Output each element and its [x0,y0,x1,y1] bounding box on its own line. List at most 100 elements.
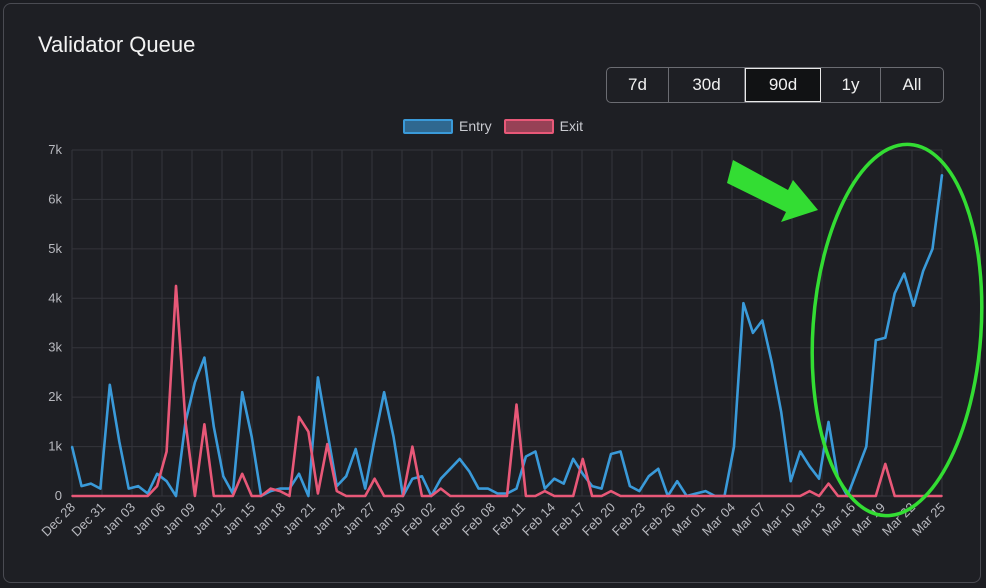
data-point-entry [165,480,168,483]
y-tick-label: 5k [48,241,62,256]
y-tick-label: 4k [48,290,62,305]
data-point-entry [912,304,915,307]
data-point-exit [231,495,234,497]
data-point-exit [742,495,745,497]
data-point-exit [865,495,868,497]
data-point-entry [222,475,225,478]
data-point-exit [704,495,707,497]
data-point-exit [657,495,660,497]
data-point-entry [903,272,906,275]
data-point-entry [818,477,820,480]
data-point-exit [307,430,310,433]
green-arrow-icon [727,160,818,222]
data-point-exit [619,495,622,497]
data-point-exit [279,490,281,492]
data-point-entry [543,487,546,490]
data-point-entry [562,482,565,485]
y-tick-label: 2k [48,389,62,404]
legend-item-exit[interactable]: Exit [503,118,584,134]
range-button-1y[interactable]: 1y [821,68,881,102]
data-point-entry [118,440,121,443]
x-tick-label: Jan 06 [130,500,168,538]
data-point-exit [695,495,698,497]
data-point-exit [316,492,319,495]
data-point-entry [600,487,603,490]
data-point-exit [761,495,764,497]
data-point-exit [629,495,631,497]
range-button-30d[interactable]: 30d [669,68,745,102]
x-tick-label: Jan 09 [160,500,198,538]
data-point-exit [335,490,338,492]
data-point-exit [80,495,83,497]
data-point-exit [723,495,726,497]
data-point-exit [345,495,348,497]
data-point-entry [591,485,594,488]
range-button-all[interactable]: All [902,75,922,94]
data-point-exit [874,495,877,497]
data-point-entry [175,495,177,497]
data-point-entry [534,450,537,453]
legend-item-entry[interactable]: Entry [402,118,492,134]
data-point-entry [629,485,631,488]
data-point-exit [184,420,187,423]
data-point-entry [865,445,868,448]
data-point-entry [610,453,612,455]
data-point-entry [742,302,745,305]
data-point-entry [449,467,452,470]
x-tick-label: Jan 18 [250,500,288,538]
data-point-exit [714,495,716,497]
data-point-entry [279,487,281,490]
data-point-entry [127,487,130,490]
data-point-exit [439,487,442,490]
data-point-exit [808,490,811,492]
data-point-exit [525,495,527,497]
range-button-7d[interactable]: 7d [607,68,669,102]
data-point-entry [704,490,707,492]
data-point-exit [941,495,943,497]
legend-label-exit: Exit [559,118,584,134]
data-point-exit [392,495,395,497]
data-point-entry [354,448,357,450]
data-point-entry [874,339,877,342]
data-point-exit [326,443,329,445]
data-point-entry [884,336,887,339]
data-point-exit [884,462,887,465]
y-tick-label: 1k [48,439,62,454]
data-point-exit [298,416,300,418]
data-point-entry [770,361,773,364]
data-point-exit [893,495,896,497]
data-point-exit [108,495,111,497]
data-point-exit [780,495,783,497]
range-button-90d[interactable]: 90d [745,68,821,102]
data-point-entry [525,455,527,458]
data-point-entry [250,435,253,438]
x-tick-label: Dec 31 [68,500,108,540]
data-point-exit [260,495,263,497]
data-point-entry [695,492,698,495]
data-point-exit [212,495,215,497]
x-tick-label: Feb 26 [639,500,678,539]
x-tick-label: Feb 08 [459,500,498,539]
data-point-entry [676,480,679,483]
data-point-exit [175,285,177,287]
data-point-exit [666,495,669,497]
data-point-exit [572,495,575,497]
data-point-entry [931,247,934,250]
data-point-entry [203,356,206,359]
data-point-entry [808,465,811,468]
data-point-entry [307,495,310,497]
data-point-exit [600,495,603,497]
data-point-exit [250,495,253,497]
data-point-exit [468,495,471,497]
data-point-exit [90,495,92,497]
data-point-entry [733,445,735,448]
data-point-entry [411,477,414,480]
data-point-exit [71,495,73,497]
data-point-exit [789,495,792,497]
data-point-entry [108,383,111,386]
data-point-exit [562,495,565,497]
data-point-exit [647,495,650,497]
data-point-exit [354,495,357,497]
data-point-entry [922,270,924,272]
